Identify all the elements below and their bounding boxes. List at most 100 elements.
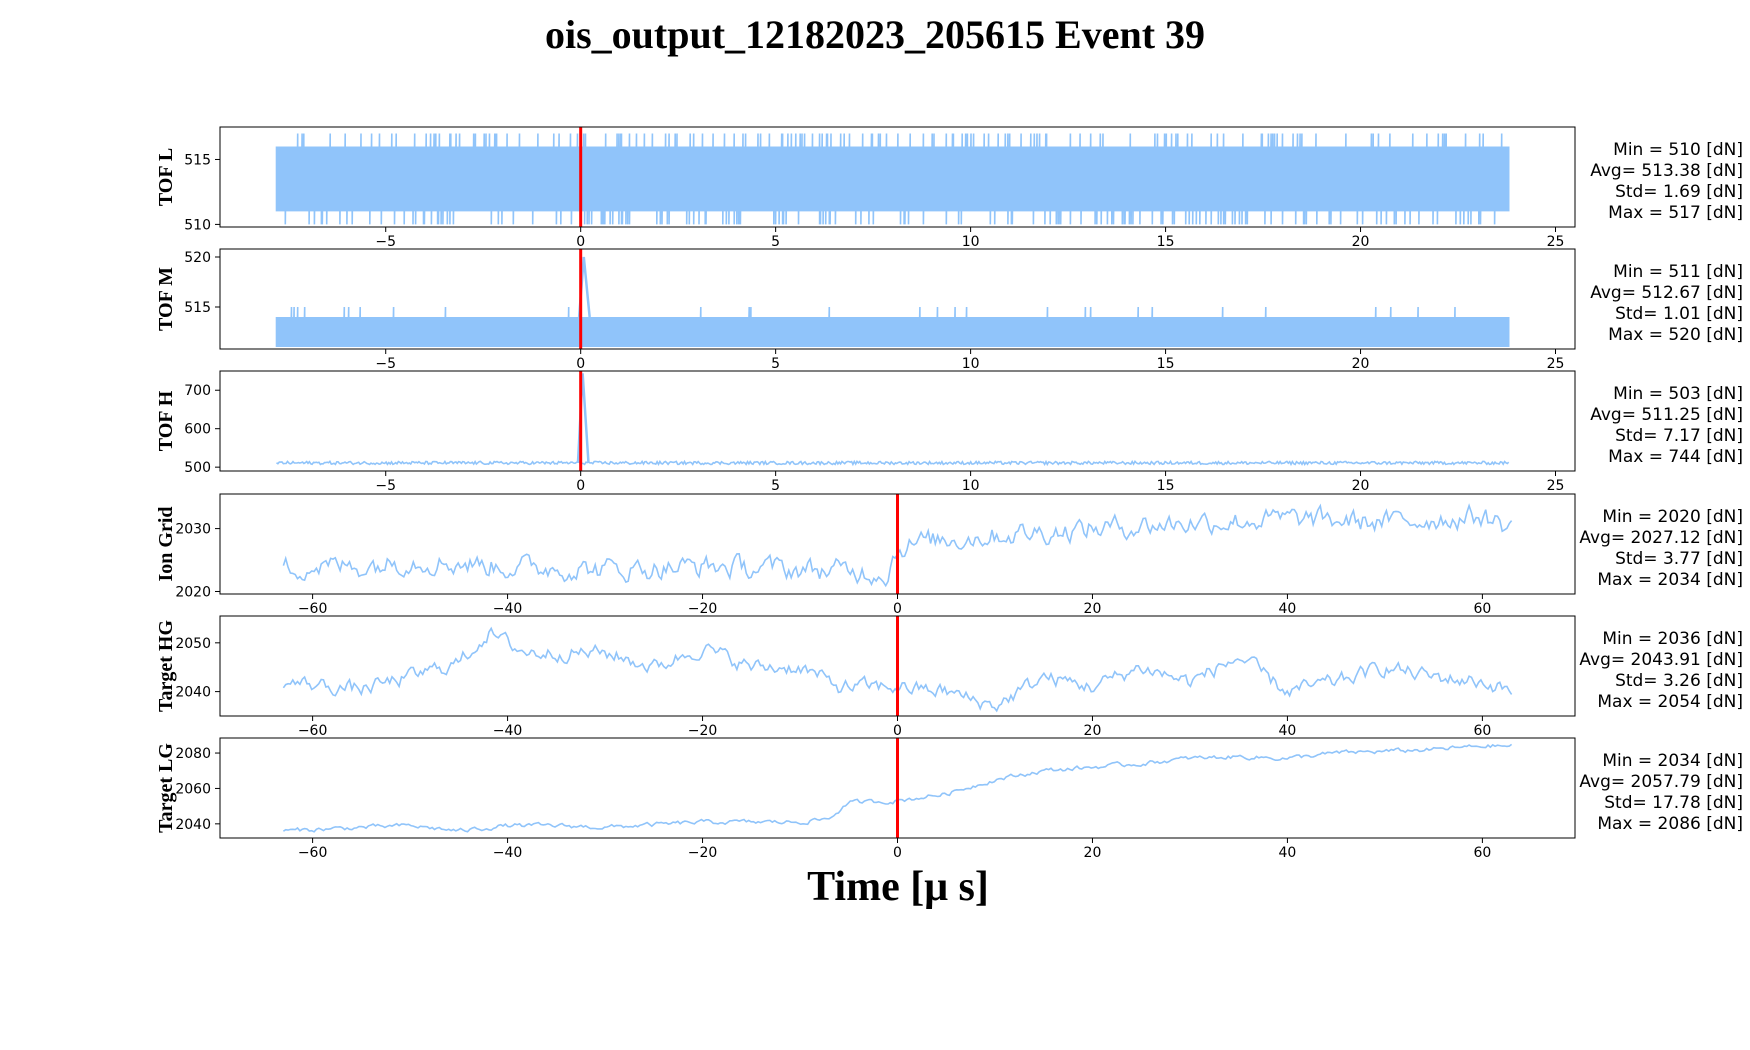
stat-label-tof-m: Max = 520 [dN]	[1608, 325, 1743, 345]
x-tick-label-target-lg: −60	[298, 845, 328, 861]
x-tick-label-tof-h: 25	[1547, 478, 1565, 494]
stat-label-tof-m: Std= 1.01 [dN]	[1615, 304, 1743, 324]
series-line-tof-h	[276, 459, 1510, 467]
x-tick-label-tof-m: 5	[771, 356, 780, 372]
series-line-tof-m	[275, 306, 1510, 348]
x-tick-label-tof-h: −5	[375, 478, 396, 494]
x-tick-label-tof-h: 0	[576, 478, 585, 494]
stat-label-target-hg: Avg= 2043.91 [dN]	[1579, 650, 1743, 670]
x-tick-label-ion-grid: 40	[1279, 601, 1297, 617]
x-tick-label-ion-grid: −60	[298, 601, 328, 617]
panel-tof-h: −5 0 5 10 15 20 25 500 600 700 TOF H Min = 503 [dN]…	[155, 370, 1743, 494]
y-tick-label-target-hg: 2050	[175, 636, 211, 652]
figure-title: ois_output_12182023_205615 Event 39	[545, 12, 1205, 57]
y-tick-label-ion-grid: 2030	[175, 522, 211, 538]
x-tick-label-target-hg: −60	[298, 723, 328, 739]
x-tick-label-tof-l: 0	[576, 234, 585, 250]
y-tick-label-target-lg: 2060	[175, 781, 211, 797]
axes-frame-tof-h	[219, 370, 1576, 472]
stat-label-ion-grid: Std= 3.77 [dN]	[1615, 549, 1743, 569]
x-tick-label-tof-m: 20	[1352, 356, 1370, 372]
x-tick-label-tof-h: 20	[1352, 478, 1370, 494]
x-tick-label-tof-l: −5	[375, 234, 396, 250]
stat-label-tof-l: Max = 517 [dN]	[1608, 203, 1743, 223]
x-tick-label-target-lg: −40	[493, 845, 523, 861]
x-tick-label-tof-l: 25	[1547, 234, 1565, 250]
y-axis-label-ion-grid: Ion Grid	[155, 506, 177, 581]
x-tick-label-tof-l: 15	[1157, 234, 1175, 250]
stat-label-tof-h: Avg= 511.25 [dN]	[1590, 405, 1743, 425]
x-tick-label-tof-h: 15	[1157, 478, 1175, 494]
stat-label-target-lg: Max = 2086 [dN]	[1597, 814, 1743, 834]
y-tick-label-tof-h: 600	[184, 422, 211, 438]
series-line-tof-l	[275, 133, 1510, 225]
stat-label-tof-l: Avg= 513.38 [dN]	[1590, 161, 1743, 181]
x-tick-label-target-lg: 20	[1084, 845, 1102, 861]
axes-frame-tof-l	[219, 126, 1576, 228]
y-axis-label-tof-l: TOF L	[155, 148, 177, 206]
stat-label-target-lg: Min = 2034 [dN]	[1602, 751, 1743, 771]
y-tick-label-tof-m: 520	[184, 250, 211, 266]
x-tick-label-target-hg: 40	[1279, 723, 1297, 739]
stat-label-tof-m: Min = 511 [dN]	[1613, 262, 1743, 282]
stat-label-tof-m: Avg= 512.67 [dN]	[1590, 283, 1743, 303]
x-tick-label-target-hg: 0	[893, 723, 902, 739]
stat-label-tof-h: Min = 503 [dN]	[1613, 384, 1743, 404]
x-tick-label-target-hg: −40	[493, 723, 523, 739]
y-tick-label-tof-l: 515	[184, 152, 211, 168]
y-axis-label-target-hg: Target HG	[155, 620, 177, 712]
stat-label-tof-h: Std= 7.17 [dN]	[1615, 426, 1743, 446]
x-tick-label-tof-h: 5	[771, 478, 780, 494]
x-tick-label-tof-m: −5	[375, 356, 396, 372]
panel-tof-m: −5 0 5 10 15 20 25 515 520 TOF M Min = 511 [dN]Avg…	[155, 248, 1743, 372]
x-tick-label-tof-h: 10	[962, 478, 980, 494]
y-tick-label-ion-grid: 2020	[175, 584, 211, 600]
x-axis-label: Time [μ s]	[807, 864, 989, 910]
x-tick-label-target-hg: −20	[688, 723, 718, 739]
stat-label-target-lg: Avg= 2057.79 [dN]	[1579, 772, 1743, 792]
x-tick-label-tof-l: 20	[1352, 234, 1370, 250]
stat-label-tof-l: Min = 510 [dN]	[1613, 140, 1743, 160]
y-tick-label-tof-h: 500	[184, 460, 211, 476]
y-axis-label-tof-m: TOF M	[155, 267, 177, 331]
x-tick-label-ion-grid: −20	[688, 601, 718, 617]
x-tick-label-tof-m: 15	[1157, 356, 1175, 372]
stat-label-target-hg: Min = 2036 [dN]	[1602, 629, 1743, 649]
x-tick-label-target-lg: 60	[1473, 845, 1491, 861]
x-tick-label-tof-m: 25	[1547, 356, 1565, 372]
y-tick-label-target-hg: 2040	[175, 685, 211, 701]
y-tick-label-tof-l: 510	[184, 217, 211, 233]
x-tick-label-tof-l: 5	[771, 234, 780, 250]
x-tick-label-ion-grid: 0	[893, 601, 902, 617]
x-tick-label-target-lg: −20	[688, 845, 718, 861]
x-tick-label-target-lg: 40	[1279, 845, 1297, 861]
x-tick-label-ion-grid: 20	[1084, 601, 1102, 617]
stat-label-ion-grid: Avg= 2027.12 [dN]	[1579, 528, 1743, 548]
stat-label-target-hg: Std= 3.26 [dN]	[1615, 671, 1743, 691]
stat-label-ion-grid: Min = 2020 [dN]	[1602, 507, 1743, 527]
stat-label-target-hg: Max = 2054 [dN]	[1597, 692, 1743, 712]
stat-label-ion-grid: Max = 2034 [dN]	[1597, 570, 1743, 590]
x-tick-label-target-lg: 0	[893, 845, 902, 861]
y-tick-label-target-lg: 2080	[175, 746, 211, 762]
x-tick-label-target-hg: 20	[1084, 723, 1102, 739]
y-tick-label-target-lg: 2040	[175, 817, 211, 833]
y-axis-label-tof-h: TOF H	[155, 390, 177, 451]
x-tick-label-tof-l: 10	[962, 234, 980, 250]
y-tick-label-tof-m: 515	[184, 300, 211, 316]
x-tick-label-target-hg: 60	[1473, 723, 1491, 739]
stat-label-tof-h: Max = 744 [dN]	[1608, 447, 1743, 467]
stat-label-target-lg: Std= 17.78 [dN]	[1604, 793, 1743, 813]
x-tick-label-ion-grid: 60	[1473, 601, 1491, 617]
x-tick-label-ion-grid: −40	[493, 601, 523, 617]
y-axis-label-target-lg: Target LG	[155, 743, 177, 833]
stat-label-tof-l: Std= 1.69 [dN]	[1615, 182, 1743, 202]
axes-frame-tof-m	[219, 248, 1576, 350]
x-tick-label-tof-m: 10	[962, 356, 980, 372]
y-tick-label-tof-h: 700	[184, 383, 211, 399]
